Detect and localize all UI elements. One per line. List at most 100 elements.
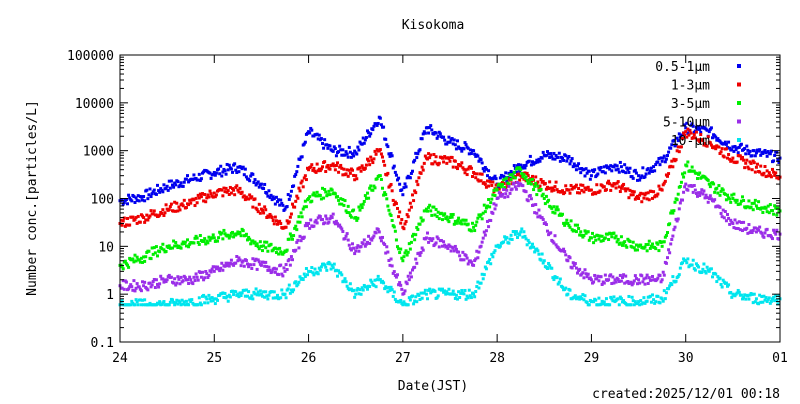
data-point-interp (599, 302, 603, 306)
data-point-interp (246, 262, 249, 266)
data-point-interp (640, 274, 644, 278)
data-point-interp (693, 136, 697, 140)
data-point-interp (280, 288, 284, 292)
data-point-interp (206, 275, 210, 279)
data-point-interp (743, 293, 747, 297)
data-point-interp (552, 188, 556, 192)
data-point-interp (180, 298, 184, 302)
data-point-interp (450, 215, 454, 219)
data-point-interp (476, 256, 480, 260)
data-point-interp (233, 193, 237, 197)
data-point-interp (262, 187, 266, 191)
data-point (542, 259, 546, 263)
data-point (377, 230, 381, 234)
data-point-interp (270, 216, 274, 220)
data-point-interp (414, 233, 418, 237)
data-point-interp (324, 265, 328, 269)
data-point-interp (325, 165, 329, 169)
data-point-interp (551, 186, 555, 190)
data-point-interp (579, 295, 583, 299)
data-point-interp (381, 279, 384, 283)
data-point-interp (167, 303, 171, 307)
data-point-interp (479, 213, 483, 217)
data-point-interp (553, 211, 557, 215)
data-point-interp (640, 200, 644, 204)
data-point-interp (435, 136, 439, 140)
data-point-interp (271, 195, 275, 199)
data-point-interp (272, 197, 276, 201)
data-point-interp (484, 229, 488, 233)
data-point-interp (294, 280, 298, 284)
data-point-interp (256, 180, 260, 184)
data-point-interp (443, 289, 447, 293)
data-point-interp (184, 177, 188, 181)
data-point-interp (426, 209, 429, 213)
data-point-interp (574, 230, 578, 234)
data-point-interp (774, 232, 778, 236)
data-point-interp (490, 197, 494, 201)
data-point-interp (181, 184, 185, 188)
data-point-interp (359, 203, 363, 207)
data-point-interp (357, 148, 361, 152)
y-tick-label: 100000 (67, 49, 114, 64)
data-point-interp (656, 276, 660, 280)
data-point-interp (618, 241, 622, 245)
data-point-interp (279, 263, 283, 267)
data-point-interp (344, 172, 348, 176)
data-point-interp (716, 191, 720, 195)
data-point-interp (371, 161, 375, 165)
data-point-interp (616, 237, 620, 241)
data-point-interp (138, 298, 142, 302)
data-point-interp (255, 267, 259, 271)
data-point-interp (280, 272, 284, 276)
data-point-interp (247, 290, 251, 294)
data-point-interp (398, 182, 402, 186)
data-point-interp (745, 226, 749, 230)
data-point-interp (466, 222, 470, 226)
data-point-interp (498, 183, 502, 187)
data-point-interp (667, 172, 671, 176)
data-point-interp (385, 286, 389, 290)
data-point-interp (649, 300, 653, 304)
data-point-interp (483, 166, 487, 170)
data-point-interp (493, 249, 497, 253)
data-point-interp (644, 191, 648, 195)
data-point-interp (198, 192, 202, 196)
data-point-interp (293, 174, 297, 178)
data-point-interp (367, 159, 371, 163)
data-point-interp (267, 189, 271, 193)
data-point-interp (486, 219, 489, 223)
data-point-interp (557, 280, 561, 284)
data-point-interp (147, 249, 151, 253)
data-point-interp (278, 246, 282, 250)
data-point (330, 263, 334, 267)
data-point-interp (158, 190, 162, 194)
data-point-interp (636, 302, 639, 306)
data-point-interp (641, 192, 645, 196)
data-point-interp (344, 234, 348, 238)
data-point (354, 174, 358, 178)
data-point-interp (120, 299, 124, 303)
data-point-interp (760, 206, 764, 210)
data-point-interp (524, 237, 528, 241)
data-point-interp (576, 191, 579, 195)
data-point-interp (475, 172, 479, 176)
data-point-interp (277, 252, 281, 256)
data-point-interp (346, 204, 350, 208)
data-point-interp (169, 179, 173, 183)
data-point-interp (573, 223, 577, 227)
data-point-interp (411, 234, 414, 238)
data-point-interp (406, 303, 410, 307)
data-point-interp (483, 233, 487, 237)
data-point-interp (238, 258, 242, 262)
data-point-interp (289, 212, 293, 216)
data-point-interp (129, 283, 133, 287)
data-point-interp (389, 182, 393, 186)
data-point-interp (276, 247, 279, 251)
data-point-interp (159, 187, 163, 191)
data-point-interp (719, 189, 723, 193)
data-point-interp (347, 288, 351, 292)
data-point-interp (526, 199, 530, 203)
data-point-interp (273, 246, 277, 250)
data-point-interp (303, 199, 307, 203)
